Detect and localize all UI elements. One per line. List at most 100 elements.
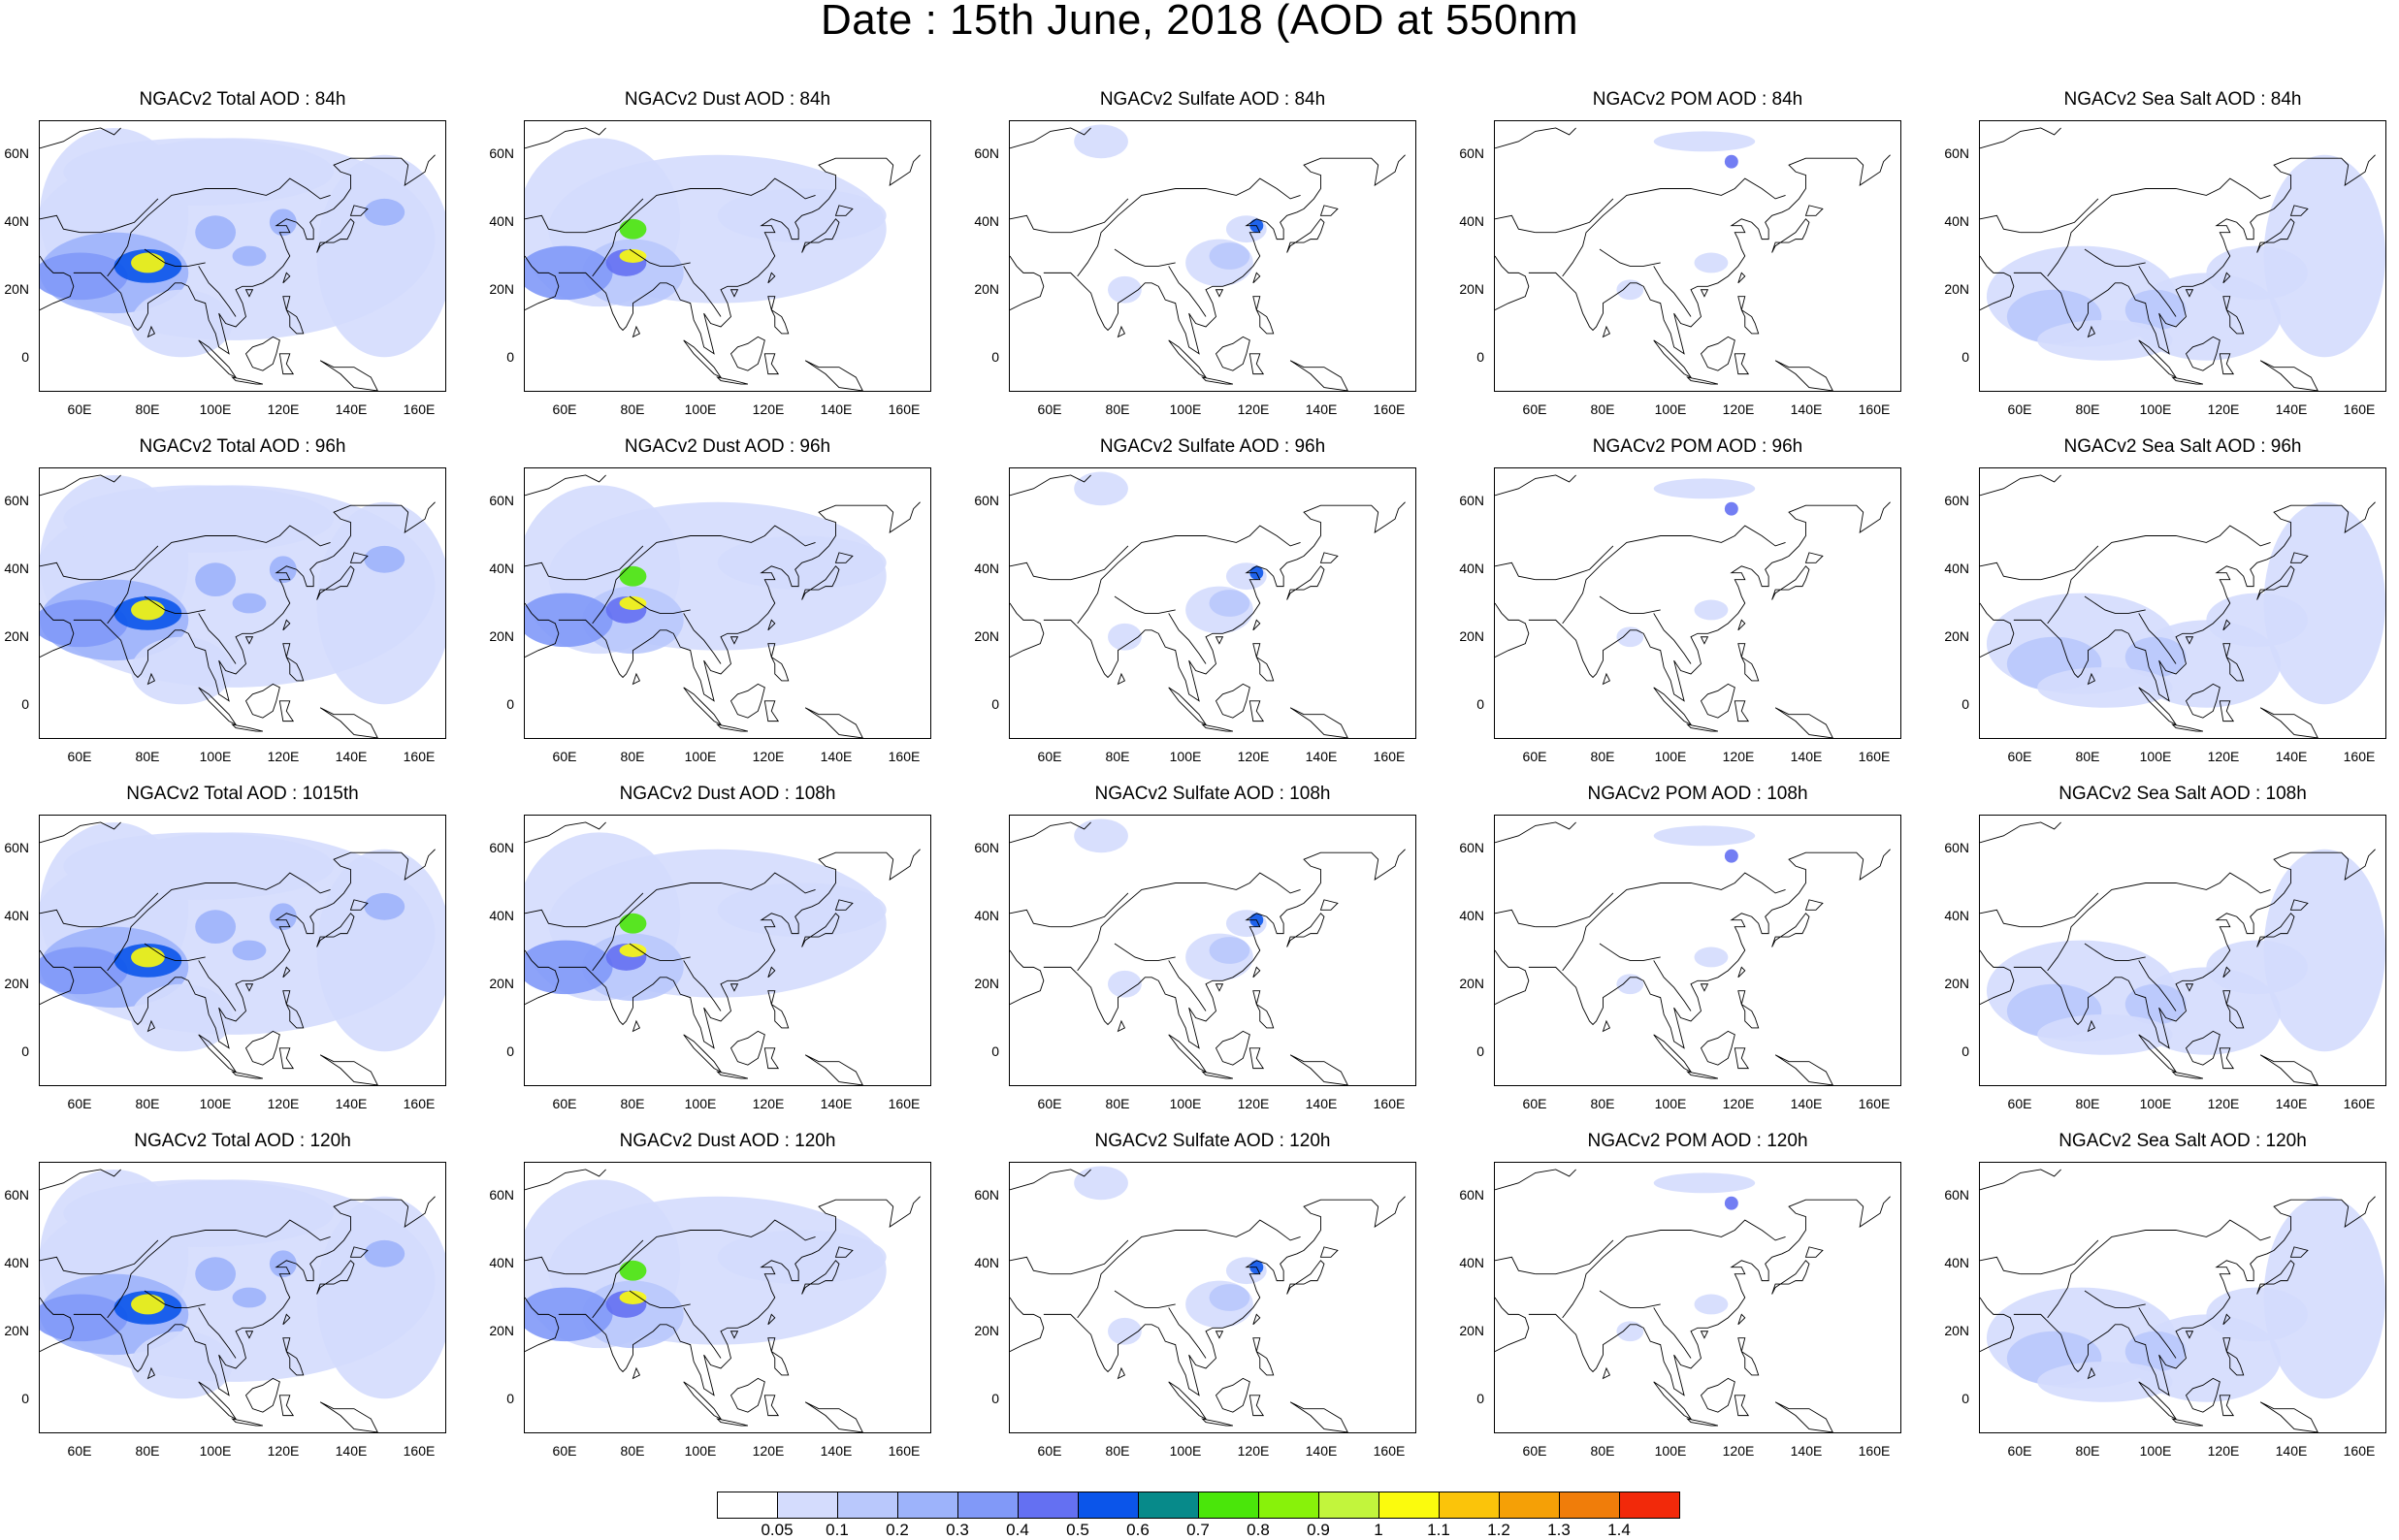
coastline	[1050, 198, 1129, 234]
aod-field-map	[40, 821, 445, 1085]
y-tick-label: 0	[991, 1391, 999, 1406]
x-tick-label: 160E	[1373, 1443, 1406, 1459]
panel-title: NGACv2 Sulfate AOD : 120h	[1094, 1131, 1331, 1151]
coastline	[1215, 1331, 1224, 1339]
x-tick-label: 120E	[1237, 1443, 1270, 1459]
y-tick-label: 40N	[974, 1255, 999, 1270]
y-tick-label: 20N	[4, 628, 29, 644]
coastline	[592, 872, 816, 972]
coastline	[1804, 899, 1824, 911]
x-tick-label: 140E	[1790, 1443, 1823, 1459]
coastline	[2222, 296, 2245, 335]
aod-shading	[619, 565, 647, 587]
coastline	[1700, 1030, 1735, 1066]
y-tick-label: 40N	[4, 1255, 29, 1270]
aod-shading	[1724, 154, 1738, 169]
coastline	[1215, 1030, 1250, 1066]
coastline	[349, 205, 369, 216]
coastline	[1010, 1169, 1091, 1191]
coastline	[282, 1337, 305, 1376]
coastline	[1774, 360, 1833, 391]
y-tick-label: 60N	[4, 1187, 29, 1203]
x-tick-label: 100E	[684, 749, 717, 764]
coastline	[40, 474, 121, 497]
y-tick-label: 20N	[489, 281, 514, 297]
coastline	[592, 177, 816, 277]
y-tick-label: 40N	[4, 908, 29, 923]
y-tick-label: 0	[21, 1391, 29, 1406]
coastline	[2013, 849, 2376, 1049]
coastline	[40, 949, 75, 1005]
x-tick-label: 140E	[1790, 749, 1823, 764]
coastline	[107, 525, 331, 625]
x-tick-label: 60E	[552, 1096, 577, 1111]
coastline	[349, 1246, 369, 1258]
x-tick-label: 100E	[1654, 1096, 1687, 1111]
coastline	[2259, 360, 2318, 391]
coastline	[1771, 913, 1810, 947]
coastline	[2013, 501, 2376, 702]
coastline	[2087, 672, 2096, 686]
y-tick-label: 40N	[1459, 213, 1484, 229]
y-tick-label: 20N	[1459, 1323, 1484, 1338]
coastline	[80, 1239, 159, 1275]
aod-field-map	[1495, 1169, 1891, 1432]
x-tick-label: 160E	[1373, 1096, 1406, 1111]
y-tick-label: 40N	[1944, 213, 1969, 229]
y-tick-label: 40N	[974, 213, 999, 229]
coastline	[525, 1169, 606, 1191]
coastline	[1774, 1054, 1833, 1085]
coastline	[767, 296, 790, 335]
y-tick-label: 60N	[1459, 1187, 1484, 1203]
map-plot-area	[39, 467, 446, 739]
coastline	[565, 545, 644, 581]
x-tick-label: 80E	[135, 401, 160, 417]
coastline	[763, 1395, 780, 1417]
aod-shading	[1108, 623, 1142, 651]
coastline	[1077, 525, 1301, 625]
x-tick-label: 160E	[2343, 1443, 2376, 1459]
map-panel-sulfate-84h: NGACv2 Sulfate AOD : 84h 60N 40N 20N 0 60E 80E…	[970, 89, 1455, 436]
map-panel-pom-84h: NGACv2 POM AOD : 84h 60N 40N 20N 0 60E 80E 100E…	[1455, 89, 1940, 436]
coastline	[319, 1401, 378, 1432]
map-plot-area	[1494, 467, 1901, 739]
coastline	[1700, 1377, 1735, 1413]
coastline	[1252, 1337, 1275, 1376]
x-tick-label: 100E	[2139, 749, 2172, 764]
coastline	[683, 1307, 722, 1359]
y-tick-label: 20N	[1944, 1323, 1969, 1338]
coastline	[1653, 613, 1692, 664]
x-tick-label: 160E	[888, 749, 921, 764]
coastline	[683, 339, 723, 379]
panel-title: NGACv2 Sulfate AOD : 84h	[1099, 89, 1326, 110]
aod-shading	[1694, 1294, 1729, 1315]
y-tick-label: 20N	[489, 628, 514, 644]
coastline	[565, 892, 644, 928]
coastline	[244, 683, 280, 719]
coastline	[282, 619, 291, 631]
colorbar-swatch	[837, 1492, 898, 1519]
coastline	[278, 700, 295, 722]
coastline	[834, 899, 854, 911]
coastline	[1804, 552, 1824, 563]
aod-shading	[316, 154, 445, 358]
colorbar-tick-label: 0.3	[946, 1521, 969, 1539]
aod-shading	[1108, 970, 1142, 998]
y-tick-label: 20N	[974, 1323, 999, 1338]
coastline	[2219, 1047, 2235, 1070]
y-tick-label: 0	[1476, 1391, 1484, 1406]
coastline	[40, 127, 121, 149]
map-panel-dust-120h: NGACv2 Dust AOD : 120h 60N 40N 20N 0 60E 80E 10…	[485, 1131, 970, 1478]
coastline	[1319, 899, 1339, 911]
coastline	[716, 376, 749, 385]
y-tick-label: 60N	[1944, 1187, 1969, 1203]
aod-shading	[2206, 245, 2308, 301]
coastline	[2020, 1239, 2099, 1275]
coastline	[834, 205, 854, 216]
map-panel-seasalt-96h: NGACv2 Sea Salt AOD : 96h 60N 40N 20N 0 60E 80…	[1940, 436, 2399, 784]
aod-shading	[232, 940, 267, 961]
panel-title: NGACv2 Sulfate AOD : 108h	[1094, 784, 1331, 804]
coastline	[2171, 376, 2204, 385]
aod-shading	[364, 1239, 405, 1267]
coastline	[525, 602, 560, 658]
